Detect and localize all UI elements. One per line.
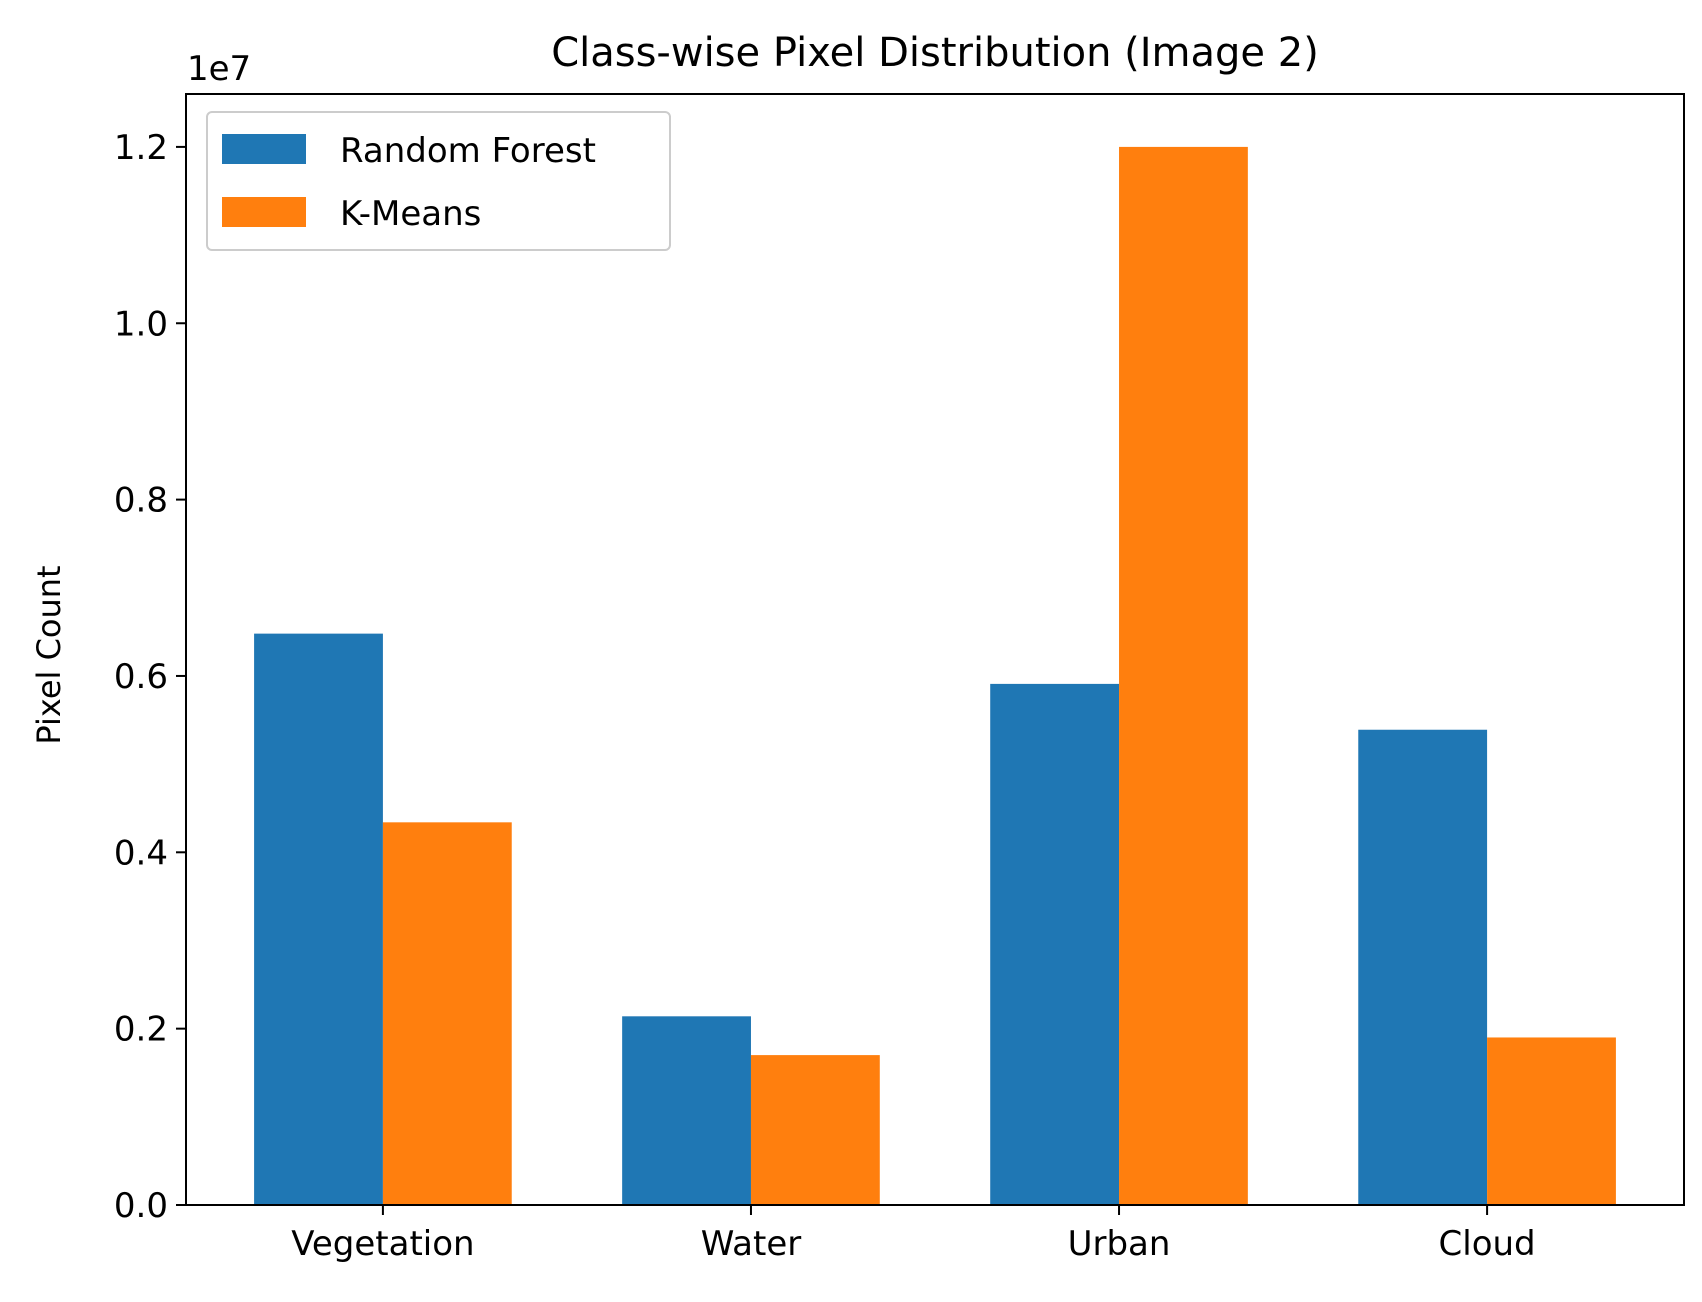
y-axis-offset-label: 1e7 [187, 49, 251, 89]
bar-random-forest-cloud [1358, 729, 1488, 1205]
bar-random-forest-vegetation [254, 633, 383, 1205]
y-tick-label: 1.2 [114, 128, 168, 168]
y-tick-label: 0.2 [114, 1010, 168, 1050]
y-tick-label: 0.6 [114, 657, 168, 697]
bar-random-forest-water [622, 1016, 751, 1205]
chart-title: Class-wise Pixel Distribution (Image 2) [551, 30, 1319, 76]
bar-k-means-water [750, 1055, 880, 1205]
x-tick-label-cloud: Cloud [1439, 1224, 1536, 1264]
y-axis-ticks: 0.0 0.2 0.4 0.6 0.8 1.0 1.2 [114, 128, 186, 1226]
bar-k-means-urban [1119, 146, 1248, 1205]
x-tick-label-urban: Urban [1068, 1224, 1171, 1264]
x-tick-label-vegetation: Vegetation [291, 1224, 474, 1264]
bar-random-forest-urban [990, 683, 1120, 1205]
legend-label-random-forest: Random Forest [340, 131, 596, 171]
x-axis-ticks: Vegetation Water Urban Cloud [291, 1205, 1536, 1264]
bar-k-means-vegetation [382, 822, 512, 1205]
y-axis-label: Pixel Count [30, 565, 68, 744]
bar-k-means-cloud [1487, 1037, 1616, 1205]
plot-frame [185, 93, 1685, 1206]
legend: Random Forest K-Means [206, 111, 671, 251]
bars-group [254, 146, 1616, 1205]
legend-label-k-means: K-Means [340, 194, 481, 234]
x-tick-label-water: Water [701, 1224, 802, 1264]
y-tick-label: 0.0 [114, 1186, 168, 1226]
y-tick-label: 1.0 [114, 304, 168, 344]
y-tick-label: 0.8 [114, 481, 168, 521]
y-tick-label: 0.4 [114, 833, 168, 873]
legend-box [206, 111, 671, 251]
legend-swatch-k-means [222, 197, 306, 227]
legend-swatch-random-forest [222, 134, 306, 164]
